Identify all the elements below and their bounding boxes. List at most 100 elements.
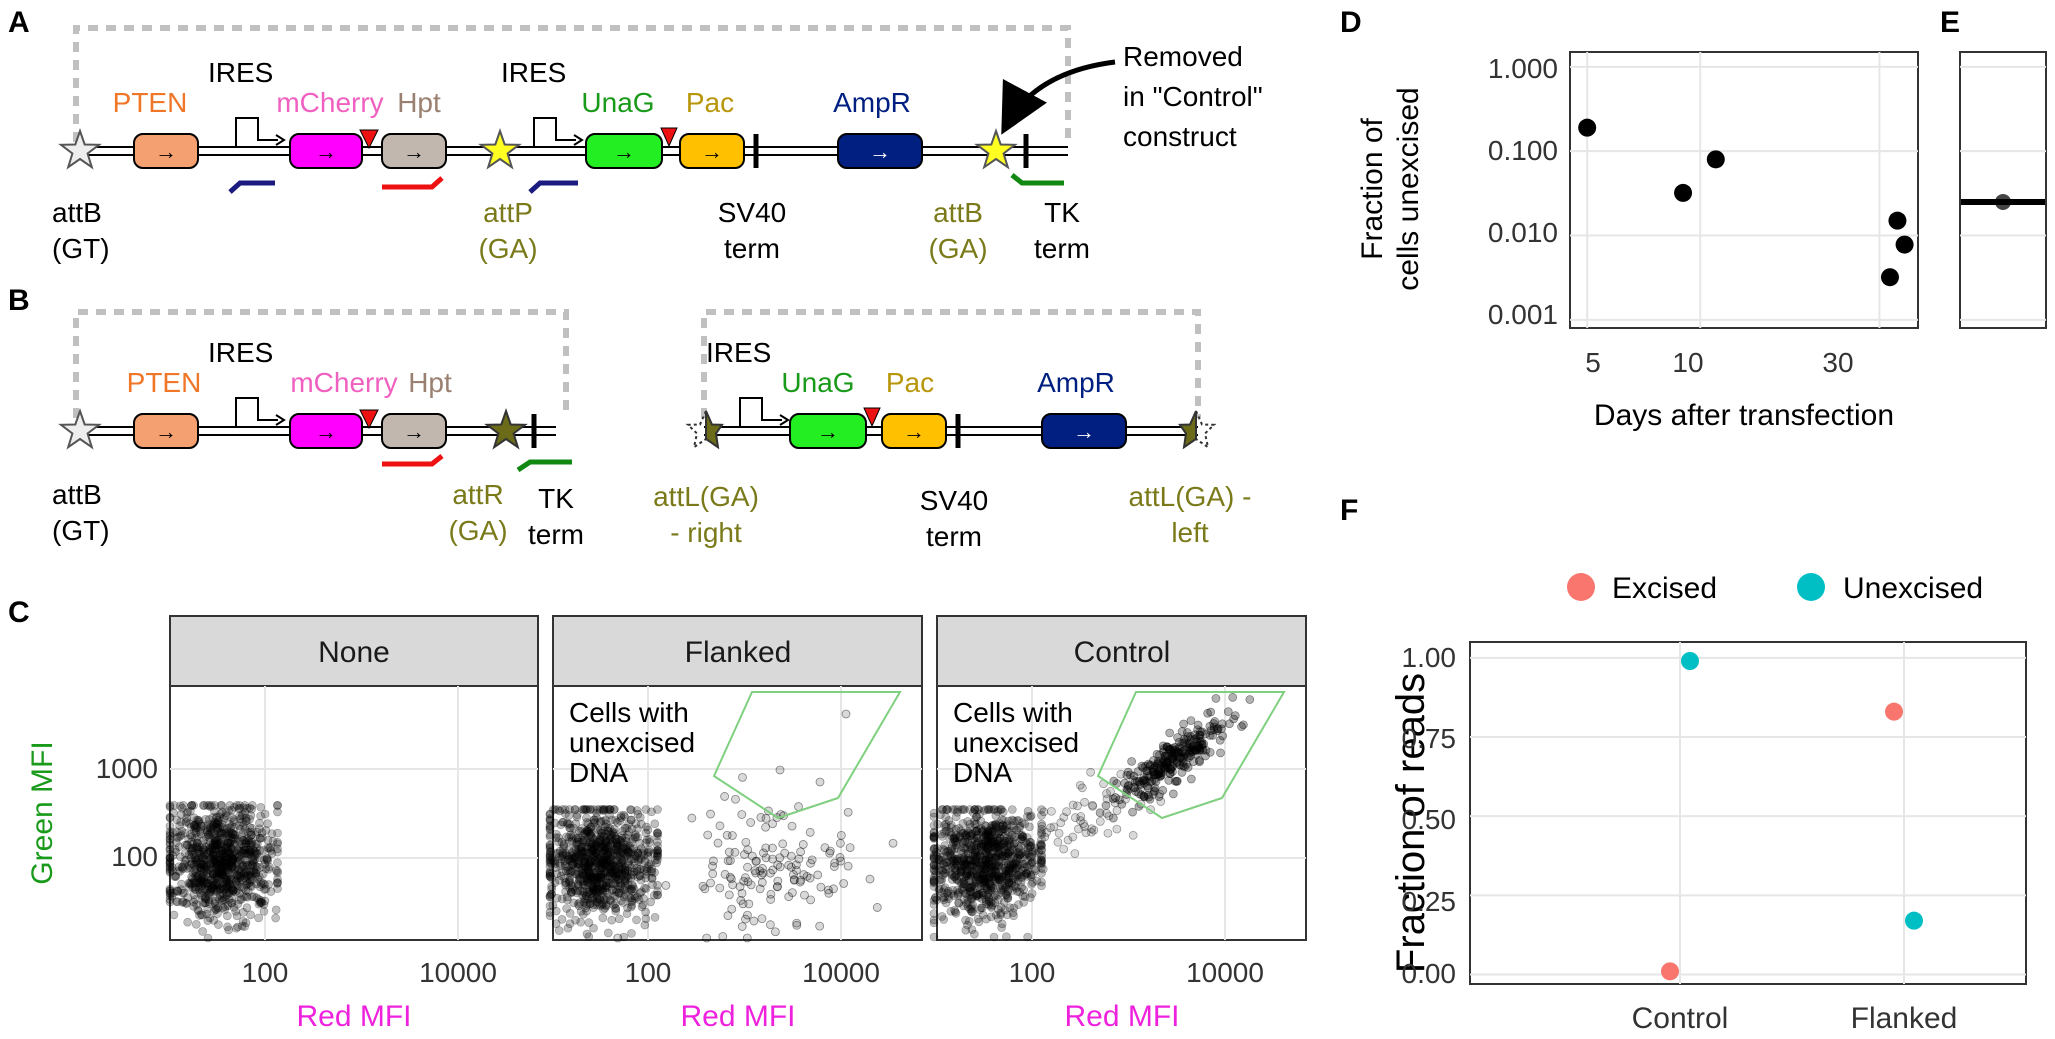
cytometry-event bbox=[545, 843, 555, 853]
cytometry-event bbox=[604, 855, 614, 865]
cytometry-event bbox=[617, 862, 627, 872]
cytometry-event bbox=[227, 852, 236, 862]
cytometry-event bbox=[580, 853, 590, 863]
cytometry-event bbox=[595, 877, 604, 887]
cytometry-event bbox=[248, 867, 257, 876]
cytometry-event bbox=[228, 855, 237, 864]
cytometry-event bbox=[232, 801, 242, 810]
cytometry-event bbox=[773, 882, 782, 891]
cytometry-event bbox=[235, 895, 244, 905]
cytometry-event bbox=[605, 868, 615, 878]
cytometry-event bbox=[989, 932, 999, 942]
cytometry-event bbox=[192, 823, 202, 833]
legend-unexcised-label: Unexcised bbox=[1843, 572, 1983, 605]
cytometry-event bbox=[199, 847, 208, 857]
cytometry-event bbox=[165, 831, 175, 841]
cytometry-event bbox=[653, 805, 662, 814]
cytometry-event bbox=[246, 840, 256, 850]
cytometry-event bbox=[1225, 719, 1234, 729]
panel-a-callout-line2: in "Control" bbox=[1123, 81, 1263, 112]
cytometry-event bbox=[545, 872, 555, 881]
cytometry-event bbox=[228, 855, 238, 865]
cytometry-event bbox=[240, 873, 249, 883]
cytometry-event bbox=[262, 855, 272, 865]
cytometry-event bbox=[227, 870, 236, 880]
cytometry-event bbox=[198, 910, 207, 920]
cytometry-event bbox=[223, 843, 233, 852]
cytometry-event bbox=[961, 925, 971, 935]
cytometry-event bbox=[626, 885, 636, 894]
cytometry-event bbox=[200, 892, 210, 902]
cytometry-event bbox=[550, 805, 560, 814]
cytometry-event bbox=[591, 848, 600, 858]
cytometry-event bbox=[241, 871, 251, 881]
cytometry-event bbox=[205, 876, 215, 886]
cytometry-event bbox=[165, 867, 175, 877]
cytometry-event bbox=[584, 918, 594, 927]
cytometry-event bbox=[249, 892, 259, 902]
cytometry-event bbox=[260, 896, 270, 906]
cytometry-event bbox=[223, 911, 232, 921]
cytometry-event bbox=[189, 801, 198, 810]
cytometry-event bbox=[210, 838, 220, 848]
cytometry-event bbox=[202, 909, 212, 919]
cytometry-event bbox=[191, 864, 201, 874]
cytometry-event bbox=[647, 864, 657, 874]
cytometry-event bbox=[252, 827, 262, 837]
cytometry-event bbox=[183, 864, 192, 873]
cytometry-event bbox=[188, 882, 198, 892]
cytometry-event bbox=[554, 837, 563, 847]
cytometry-event bbox=[253, 839, 262, 849]
cytometry-event bbox=[610, 848, 619, 858]
cytometry-event bbox=[212, 839, 222, 849]
cytometry-event bbox=[258, 833, 267, 843]
cytometry-event bbox=[632, 915, 641, 925]
cytometry-event bbox=[583, 877, 593, 887]
cytometry-event bbox=[579, 879, 589, 889]
cytometry-event bbox=[1179, 719, 1188, 729]
cytometry-event bbox=[213, 880, 223, 890]
cytometry-event bbox=[211, 850, 220, 860]
cytometry-event bbox=[212, 892, 222, 902]
panel-e-label: E bbox=[1940, 6, 1960, 39]
cytometry-event bbox=[240, 825, 250, 834]
cytometry-event bbox=[258, 879, 268, 888]
cytometry-event bbox=[608, 900, 618, 910]
cytometry-event bbox=[557, 837, 567, 847]
cytometry-event bbox=[190, 860, 199, 869]
cytometry-event bbox=[581, 895, 590, 904]
cytometry-event bbox=[237, 894, 246, 904]
cytometry-event bbox=[210, 856, 219, 865]
cytometry-event bbox=[177, 879, 186, 889]
cytometry-event bbox=[227, 832, 237, 842]
cytometry-event bbox=[210, 801, 220, 810]
cytometry-event bbox=[586, 849, 595, 858]
cytometry-event bbox=[191, 885, 201, 894]
cytometry-event bbox=[597, 832, 606, 841]
cytometry-event bbox=[174, 842, 184, 851]
cytometry-event bbox=[653, 831, 662, 841]
cytometry-event bbox=[181, 818, 191, 827]
cytometry-event bbox=[178, 864, 188, 873]
cytometry-event bbox=[273, 866, 282, 876]
panel-d-y-tick-4: 0.001 bbox=[1488, 299, 1558, 330]
cytometry-event bbox=[242, 892, 252, 902]
cytometry-event bbox=[608, 869, 618, 878]
cytometry-event bbox=[199, 856, 209, 865]
cytometry-event bbox=[196, 882, 205, 891]
cytometry-event bbox=[214, 872, 224, 882]
cytometry-event bbox=[222, 882, 232, 891]
cytometry-event bbox=[224, 875, 234, 885]
cytometry-event bbox=[175, 867, 185, 876]
cytometry-event bbox=[229, 902, 239, 912]
cytometry-event bbox=[1190, 730, 1200, 740]
cytometry-event bbox=[703, 830, 713, 840]
cytometry-event bbox=[592, 892, 602, 902]
cytometry-event bbox=[220, 851, 229, 861]
cytometry-event bbox=[252, 893, 262, 903]
cytometry-event bbox=[563, 854, 573, 864]
cytometry-event bbox=[573, 852, 582, 862]
cytometry-event bbox=[755, 884, 765, 894]
cytometry-event bbox=[737, 922, 747, 931]
panel-a-callout-arrow bbox=[1001, 59, 1116, 135]
